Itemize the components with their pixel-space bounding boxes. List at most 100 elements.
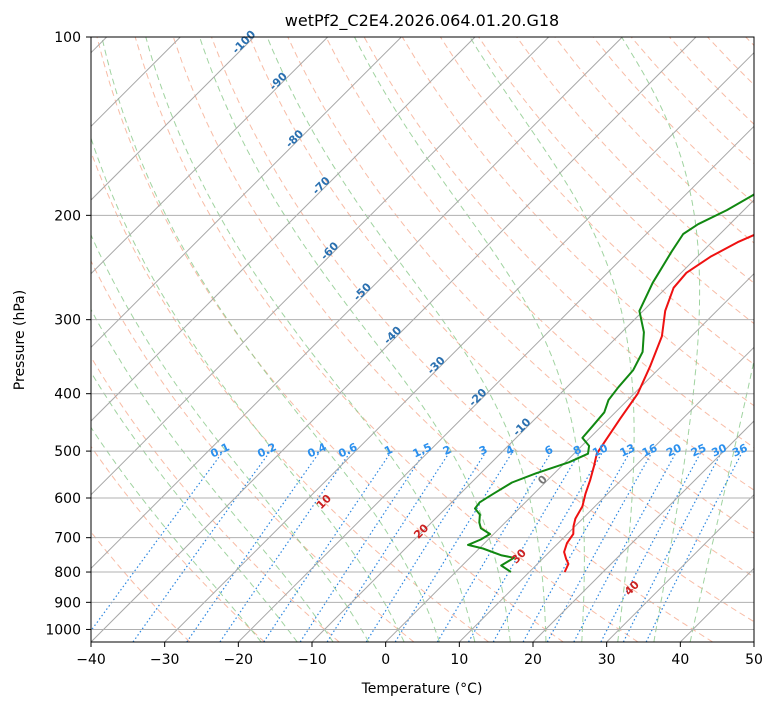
mixing-ratio-label: 2 xyxy=(441,443,453,458)
isotherm-line xyxy=(532,420,754,642)
mixing-ratio-line xyxy=(645,450,744,642)
mixing-ratio-label: 6 xyxy=(543,443,556,458)
y-axis-label: Pressure (hPa) xyxy=(12,290,28,390)
isotherm-line xyxy=(164,51,754,642)
mixing-ratio-label: 0.4 xyxy=(305,440,328,460)
isotherm-line xyxy=(91,37,402,349)
y-tick-label: 400 xyxy=(54,387,81,403)
dry-adiabat xyxy=(669,37,754,125)
isotherm-line xyxy=(91,37,697,642)
mixing-ratio-label: 36 xyxy=(730,441,750,459)
moist-adiabat xyxy=(101,37,440,642)
mixing-ratio-line xyxy=(436,450,553,642)
isotherm-label: -60 xyxy=(318,239,341,262)
moist-adiabat xyxy=(91,136,405,642)
isotherm-label: -90 xyxy=(267,70,290,93)
dry-adiabat xyxy=(91,531,191,642)
background-lines xyxy=(91,37,754,642)
mixing-ratio-label: 10 xyxy=(590,441,610,459)
dewpoint-line xyxy=(467,193,754,573)
dry-adiabat xyxy=(211,37,754,623)
isotherm-line xyxy=(91,37,550,496)
mixing-ratio-line xyxy=(600,450,703,642)
y-tick-label: 600 xyxy=(54,491,81,507)
isotherm-line xyxy=(458,346,754,642)
theta-label: 30 xyxy=(509,546,529,566)
isotherm-line xyxy=(91,37,623,570)
y-tick-label: 100 xyxy=(54,30,81,46)
moist-adiabat xyxy=(91,233,370,642)
x-tick-label: 0 xyxy=(381,652,390,668)
isotherm-line xyxy=(91,37,255,201)
y-tick-label: 700 xyxy=(54,531,81,547)
moist-adiabat xyxy=(91,426,262,642)
isotherm-label: -20 xyxy=(466,386,489,409)
mixing-ratio-line xyxy=(573,450,678,642)
moist-adiabat xyxy=(199,37,511,642)
isotherm-line xyxy=(753,641,754,642)
moist-adiabat xyxy=(469,37,635,642)
x-tick-label: −20 xyxy=(224,652,254,668)
x-tick-label: 50 xyxy=(745,652,763,668)
dry-adiabat xyxy=(630,37,754,165)
y-tick-label: 500 xyxy=(54,444,81,460)
plot-frame xyxy=(90,36,755,643)
chart-title: wetPf2_C2E4.2026.064.01.20.G18 xyxy=(285,11,559,31)
mixing-ratio-line xyxy=(219,450,352,642)
mixing-ratio-line xyxy=(546,450,654,642)
x-axis-label: Temperature (°C) xyxy=(361,681,483,697)
moist-adiabat xyxy=(621,37,701,642)
mixing-ratio-label: 4 xyxy=(504,443,517,458)
mixing-ratio-label: 13 xyxy=(618,441,637,459)
moist-adiabat xyxy=(145,37,476,642)
mixing-ratio-line xyxy=(522,450,632,642)
isotherm-line xyxy=(91,37,329,275)
moist-adiabat xyxy=(689,358,754,642)
mixing-ratio-line xyxy=(365,450,487,642)
dry-adiabat xyxy=(91,150,489,642)
mixing-ratio-label: 20 xyxy=(664,441,684,459)
isotherm-label: -70 xyxy=(310,174,333,197)
y-tick-label: 900 xyxy=(54,595,81,611)
isotherm-line xyxy=(385,272,754,642)
x-tick-label: 30 xyxy=(598,652,616,668)
isotherm-line xyxy=(237,125,754,642)
isotherm-label: -100 xyxy=(230,28,259,57)
isotherm-line xyxy=(679,567,754,642)
dry-adiabat xyxy=(516,37,754,284)
dry-adiabat xyxy=(172,37,713,642)
x-tick-label: 20 xyxy=(524,652,542,668)
theta-label: 20 xyxy=(411,521,431,541)
dry-adiabat xyxy=(325,37,754,491)
dry-adiabat xyxy=(363,37,754,449)
series-lines xyxy=(467,193,754,573)
dry-adiabat xyxy=(745,37,754,47)
x-tick-label: −30 xyxy=(150,652,180,668)
mixing-ratio-label: 3 xyxy=(477,443,489,458)
mixing-ratio-line xyxy=(91,450,224,632)
y-tick-label: 200 xyxy=(54,208,81,224)
x-tick-label: 40 xyxy=(671,652,689,668)
dry-adiabat xyxy=(96,37,564,642)
mixing-ratio-label: 16 xyxy=(640,441,660,459)
x-tick-label: −10 xyxy=(297,652,327,668)
dry-adiabat xyxy=(91,445,265,642)
mixing-ratio-label: 25 xyxy=(689,441,708,459)
mixing-ratio-line xyxy=(326,450,451,642)
moist-adiabat xyxy=(354,37,585,642)
mixing-ratio-line xyxy=(132,450,271,642)
y-tick-label: 300 xyxy=(54,313,81,329)
dry-adiabat xyxy=(287,37,754,534)
dry-adiabat xyxy=(249,37,754,578)
dry-adiabat xyxy=(134,37,639,642)
moist-adiabat xyxy=(266,37,547,642)
x-axis-ticks: −40 −30 −20 −10 0 10 20 30 40 50 xyxy=(76,642,763,668)
dry-adiabat xyxy=(592,37,754,204)
theta-label: 10 xyxy=(314,492,334,512)
dry-adiabat xyxy=(91,259,415,642)
moist-adiabat xyxy=(91,371,298,642)
mixing-ratio-line xyxy=(299,450,426,642)
x-tick-label: 10 xyxy=(450,652,468,668)
temperature-line xyxy=(563,233,754,573)
